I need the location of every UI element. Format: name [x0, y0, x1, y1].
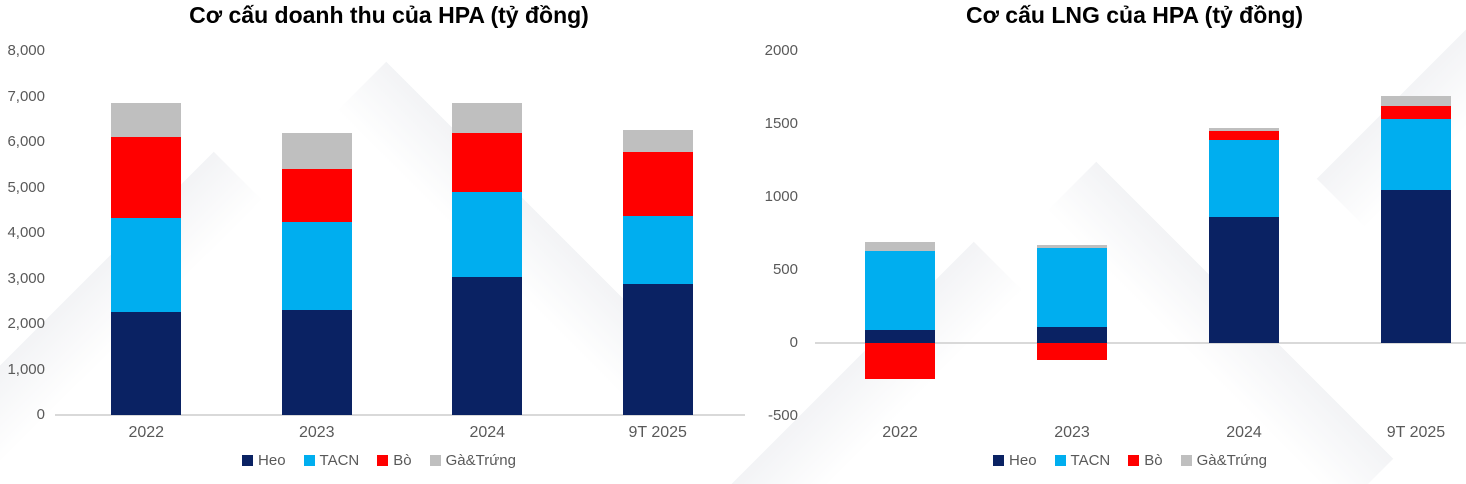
bar-segment-9t-2025: [622, 216, 693, 284]
revenue-structure-chart: Cơ cấu doanh thu của HPA (tỷ đồng) 8,000…: [0, 2, 745, 469]
legend-item: Gà&Trứng: [429, 452, 516, 469]
legend-item: Bò: [377, 452, 412, 469]
legend-item: TACN: [303, 452, 360, 469]
x-axis-category-label: 9T 2025: [628, 424, 687, 441]
bar-segment-2022: [111, 137, 182, 218]
bar-segment-2024: [1209, 140, 1279, 218]
chart-title: Cơ cấu doanh thu của HPA (tỷ đồng): [189, 2, 589, 28]
y-axis-tick-label: 1500: [764, 115, 798, 132]
x-axis-category-label: 2023: [298, 424, 335, 441]
legend-item: Heo: [993, 452, 1037, 469]
bar-segment-9t-2025: [622, 152, 693, 217]
y-axis-tick-label: 2,000: [7, 315, 45, 332]
legend-label: TACN: [319, 452, 360, 469]
bar-segment-9t-2025: [1381, 106, 1451, 119]
legend-swatch-icon: [1128, 455, 1140, 466]
y-axis-tick-label: 500: [772, 261, 798, 278]
y-axis-tick-label: 4,000: [7, 224, 45, 241]
legend-swatch-icon: [1054, 455, 1066, 466]
y-axis-tick-label: 7,000: [7, 87, 45, 105]
bar-segment-2023: [281, 309, 352, 415]
bar-segment-2023: [1037, 326, 1107, 343]
bar-segment-2023: [1037, 245, 1107, 249]
x-axis-category-label: 9T 2025: [1386, 424, 1446, 441]
legend-item: TACN: [1054, 452, 1111, 469]
legend-swatch-icon: [993, 455, 1005, 466]
bar-segment-9t-2025: [1381, 118, 1451, 190]
bar-segment-9t-2025: [622, 283, 693, 415]
bar-segment-2022: [865, 242, 935, 251]
y-axis-tick-label: 2000: [764, 42, 798, 59]
legend: Heo TACN Bò Gà&Trứng: [0, 452, 733, 469]
x-axis-line: [815, 342, 1466, 344]
chart-title: Cơ cấu LNG của HPA (tỷ đồng): [965, 2, 1304, 28]
bar-segment-2022: [865, 329, 935, 343]
x-axis-line: [55, 414, 745, 416]
bar-segment-2022: [111, 312, 182, 415]
legend-label: TACN: [1070, 452, 1111, 469]
legend-swatch-icon: [303, 455, 315, 466]
bar-segment-2024: [452, 102, 523, 133]
x-axis-category-label: 2024: [469, 424, 506, 441]
y-axis-tick-label: -500: [767, 407, 798, 424]
y-axis-tick-label: 1,000: [7, 360, 45, 378]
legend-label: Bò: [393, 452, 412, 469]
bar-segment-2023: [281, 132, 352, 169]
x-axis-category-label: 2024: [1226, 424, 1262, 441]
plot-area: 8,000 7,000 6,000 5,000 4,000 3,000 2,000 1,000…: [7, 42, 745, 441]
legend-swatch-icon: [429, 455, 441, 466]
bar-segment-2024: [452, 132, 523, 193]
bar-segment-2024: [1209, 127, 1279, 132]
legend-label: Bò: [1144, 452, 1163, 469]
x-axis-category-label: 2022: [128, 424, 165, 441]
bar-segment-2022: [111, 103, 182, 138]
y-axis-tick-label: 0: [789, 334, 798, 351]
bar-segment-2023: [281, 168, 352, 223]
legend-swatch-icon: [1180, 455, 1192, 466]
y-axis-tick-label: 6,000: [7, 133, 45, 150]
legend-item: Heo: [242, 452, 286, 469]
y-axis-tick-label: 8,000: [7, 42, 45, 59]
legend-label: Gà&Trứng: [1196, 452, 1267, 469]
bar-segment-2024: [1209, 131, 1279, 141]
legend-swatch-icon: [377, 455, 389, 466]
legend-item: Gà&Trứng: [1180, 452, 1267, 469]
bar-segment-2022: [865, 251, 935, 330]
legend-label: Gà&Trứng: [445, 452, 516, 469]
bar-segment-2024: [1209, 217, 1279, 343]
bar-segment-2023: [281, 222, 352, 310]
y-axis-tick-label: 3,000: [7, 269, 45, 287]
bar-segment-2022: [111, 217, 182, 313]
x-axis-category-label: 2022: [882, 424, 918, 441]
bar-segment-9t-2025: [1381, 189, 1451, 343]
legend: Heo TACN Bò Gà&Trứng: [733, 452, 1466, 469]
legend-item: Bò: [1128, 452, 1163, 469]
y-axis-tick-label: 5,000: [7, 178, 45, 196]
bar-segment-2023: [1037, 343, 1107, 360]
y-axis-tick-label: 0: [36, 406, 45, 423]
plot-area: 2000 1500 1000 500 0 -500 2022 2023 2024 9T 2025: [733, 0, 1466, 484]
bar-segment-9t-2025: [622, 130, 693, 152]
x-axis-category-label: 2023: [1054, 424, 1090, 441]
legend-swatch-icon: [242, 455, 254, 466]
legend-label: Heo: [258, 452, 286, 469]
y-axis-tick-label: 1000: [764, 188, 798, 205]
bar-segment-9t-2025: [1381, 96, 1451, 107]
bar-segment-2024: [452, 277, 523, 415]
bar-segment-2024: [452, 192, 523, 278]
bar-segment-2022: [865, 343, 935, 379]
bar-segment-2023: [1037, 248, 1107, 327]
gross-profit-structure-chart: Cơ cấu LNG của HPA (tỷ đồng) 2000 1500 100…: [733, 0, 1466, 484]
legend-label: Heo: [1009, 452, 1037, 469]
